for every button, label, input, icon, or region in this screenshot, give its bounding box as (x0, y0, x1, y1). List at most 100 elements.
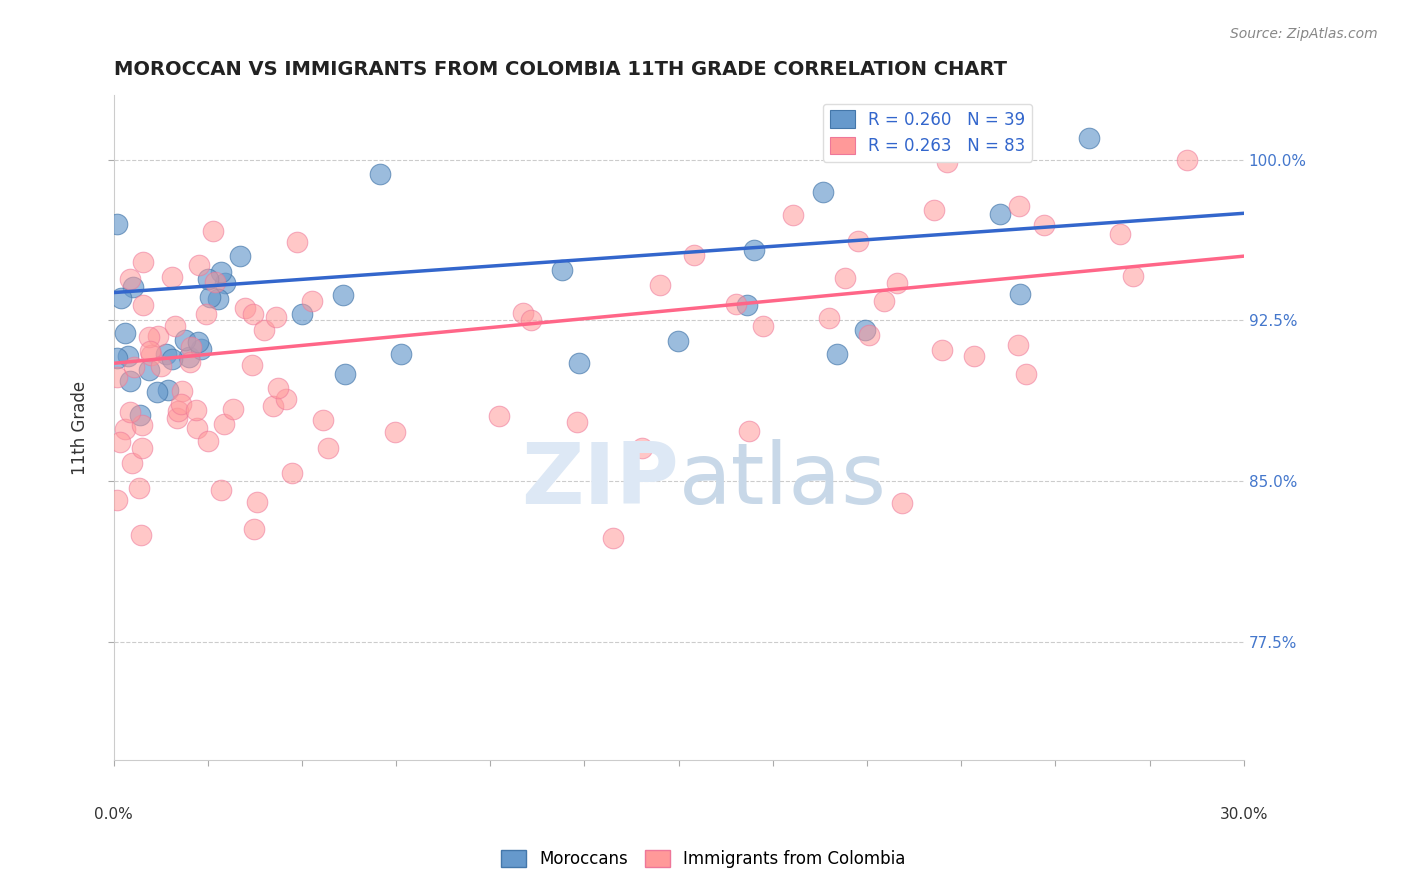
Point (132, 254, 155, 268)
Point (149, 359, 172, 373)
Point (155, 347, 177, 361)
Point (190, 342, 212, 356)
Point (141, 348, 163, 362)
Point (170, 397, 193, 411)
Point (156, 383, 179, 397)
Point (742, 243, 765, 257)
Point (1015, 367, 1038, 381)
Point (935, 155, 957, 169)
Point (187, 334, 209, 349)
Point (242, 308, 264, 322)
Point (285, 235, 308, 249)
Point (1078, 131, 1101, 145)
Text: ZIP: ZIP (520, 439, 679, 522)
Point (253, 322, 276, 336)
Point (891, 496, 914, 510)
Point (121, 456, 143, 470)
Point (846, 234, 869, 248)
Point (988, 207, 1011, 221)
Point (332, 287, 354, 301)
Point (120, 405, 142, 419)
Point (666, 334, 689, 349)
Point (752, 318, 775, 333)
Point (138, 343, 160, 358)
Point (782, 208, 804, 222)
Point (488, 409, 510, 424)
Point (683, 248, 706, 262)
Point (855, 323, 877, 337)
Point (281, 466, 304, 480)
Point (120, 374, 142, 388)
Point (1033, 218, 1056, 232)
Point (195, 307, 218, 321)
Point (188, 258, 211, 272)
Point (1008, 286, 1031, 301)
Point (114, 326, 136, 340)
Point (128, 481, 150, 495)
Point (291, 307, 314, 321)
Point (873, 294, 896, 309)
Point (389, 347, 412, 361)
Point (201, 224, 224, 238)
Point (1122, 269, 1144, 284)
Point (160, 270, 183, 285)
Point (368, 167, 391, 181)
Text: MOROCCAN VS IMMIGRANTS FROM COLOMBIA 11TH GRADE CORRELATION CHART: MOROCCAN VS IMMIGRANTS FROM COLOMBIA 11T… (114, 60, 1007, 78)
Legend: R = 0.260   N = 39, R = 0.263   N = 83: R = 0.260 N = 39, R = 0.263 N = 83 (823, 103, 1032, 161)
Point (262, 400, 284, 414)
Point (316, 441, 339, 455)
Point (110, 291, 132, 305)
Point (128, 409, 150, 423)
Point (165, 319, 187, 334)
Point (312, 413, 335, 427)
Point (512, 306, 534, 320)
Point (1008, 199, 1031, 213)
Point (631, 441, 654, 455)
Point (131, 441, 153, 455)
Point (333, 367, 356, 381)
Point (551, 263, 574, 277)
Point (648, 278, 671, 293)
Point (834, 271, 856, 285)
Point (214, 277, 236, 291)
Point (184, 402, 207, 417)
Text: 30.0%: 30.0% (1219, 807, 1268, 822)
Point (121, 280, 143, 294)
Point (240, 358, 263, 372)
Point (105, 217, 128, 231)
Point (886, 276, 908, 290)
Point (229, 249, 252, 263)
Point (105, 351, 128, 365)
Point (122, 360, 145, 375)
Point (931, 343, 953, 358)
Point (197, 434, 219, 448)
Y-axis label: 11th Grade: 11th Grade (72, 381, 89, 475)
Point (118, 271, 141, 285)
Point (179, 355, 201, 369)
Text: atlas: atlas (679, 439, 887, 522)
Point (725, 297, 748, 311)
Point (246, 495, 269, 509)
Point (131, 417, 153, 432)
Point (825, 347, 848, 361)
Point (818, 311, 841, 326)
Point (1109, 227, 1132, 241)
Point (180, 340, 202, 354)
Point (602, 531, 624, 545)
Point (858, 328, 880, 343)
Point (172, 384, 194, 399)
Point (274, 392, 297, 406)
Point (301, 293, 323, 308)
Point (146, 384, 169, 399)
Point (214, 417, 236, 431)
Point (162, 351, 184, 366)
Point (267, 381, 290, 395)
Point (962, 350, 984, 364)
Point (117, 349, 139, 363)
Point (264, 310, 287, 325)
Legend: Moroccans, Immigrants from Colombia: Moroccans, Immigrants from Colombia (494, 843, 912, 875)
Text: 0.0%: 0.0% (94, 807, 134, 822)
Point (222, 402, 245, 417)
Point (811, 185, 834, 199)
Point (204, 275, 226, 289)
